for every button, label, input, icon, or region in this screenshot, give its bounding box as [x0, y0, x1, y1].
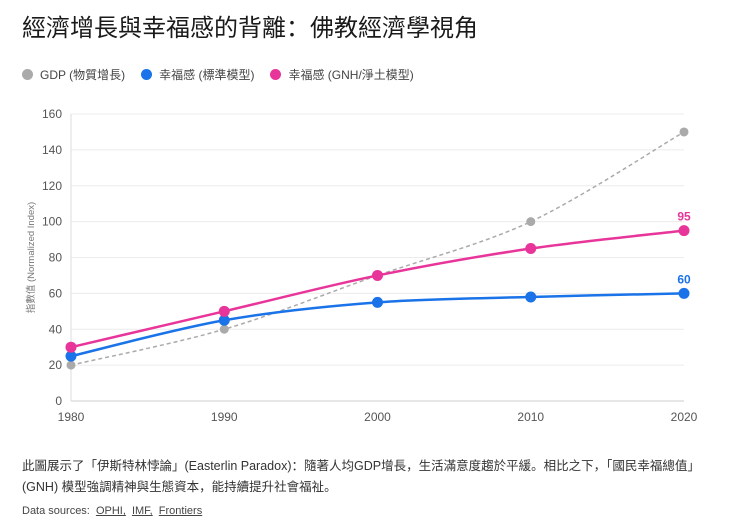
- source-link-imf[interactable]: IMF,: [131, 505, 153, 517]
- data-point: [526, 217, 536, 227]
- data-point: [678, 287, 690, 299]
- source-link-frontiers[interactable]: Frontiers: [158, 505, 203, 517]
- y-tick-label: 100: [42, 215, 62, 229]
- source-link-ophi[interactable]: OPHI,: [95, 505, 126, 517]
- legend-item-gdp[interactable]: GDP (物質增長): [22, 66, 125, 83]
- legend-label: 幸福感 (GNH/淨土模型): [288, 68, 414, 82]
- line-chart: 0 20 40 60 80 100 120 140 160 1980 1990 2000 2010 202…: [25, 107, 698, 424]
- data-point: [65, 350, 77, 362]
- data-point: [525, 291, 537, 303]
- y-tick-label: 160: [42, 107, 62, 121]
- y-axis-title: 指數值 (Normalized Index): [25, 202, 37, 313]
- data-point: [65, 341, 77, 353]
- data-point: [678, 225, 690, 237]
- data-point: [219, 324, 229, 334]
- chart-description: 此圖展示了「伊斯特林悖論」(Easterlin Paradox)：隨著人均GDP…: [22, 459, 700, 494]
- x-tick-label: 2000: [364, 410, 391, 424]
- legend-dot-icon: [270, 69, 282, 80]
- series-line: [70, 131, 685, 366]
- sources-label: Data sources:: [22, 505, 90, 517]
- data-point: [679, 127, 689, 137]
- y-tick-label: 0: [55, 394, 62, 408]
- data-point: [218, 314, 230, 326]
- data-point: [372, 296, 383, 308]
- x-tick-label: 1990: [211, 410, 238, 424]
- legend-dot-icon: [22, 69, 33, 80]
- legend: GDP (物質增長) 幸福感 (標準模型) 幸福感 (GNH/淨土模型): [22, 66, 414, 83]
- y-tick-label: 140: [42, 143, 62, 157]
- data-point: [372, 269, 383, 281]
- legend-label: 幸福感 (標準模型): [159, 68, 255, 82]
- y-tick-label: 40: [49, 322, 63, 336]
- y-tick-label: 20: [49, 358, 63, 372]
- legend-item-gnh[interactable]: 幸福感 (GNH/淨土模型): [270, 66, 414, 83]
- data-point: [525, 243, 537, 255]
- y-tick-label: 120: [42, 179, 62, 193]
- x-tick-label: 1980: [58, 410, 85, 424]
- y-tick-label: 80: [49, 251, 63, 265]
- x-tick-label: 2010: [517, 410, 544, 424]
- legend-item-standard[interactable]: 幸福感 (標準模型): [141, 66, 254, 83]
- x-tick-label: 2020: [671, 410, 698, 424]
- legend-dot-icon: [141, 69, 153, 80]
- data-sources: Data sources: OPHI, IMF, Frontiers: [22, 505, 202, 517]
- page-title: 經濟增長與幸福感的背離：佛教經濟學視角: [22, 15, 478, 42]
- data-point: [218, 305, 230, 317]
- data-label: 95: [677, 210, 691, 224]
- data-point: [66, 360, 76, 370]
- y-tick-label: 60: [49, 286, 63, 300]
- legend-label: GDP (物質增長): [40, 68, 126, 82]
- data-label: 60: [677, 272, 691, 286]
